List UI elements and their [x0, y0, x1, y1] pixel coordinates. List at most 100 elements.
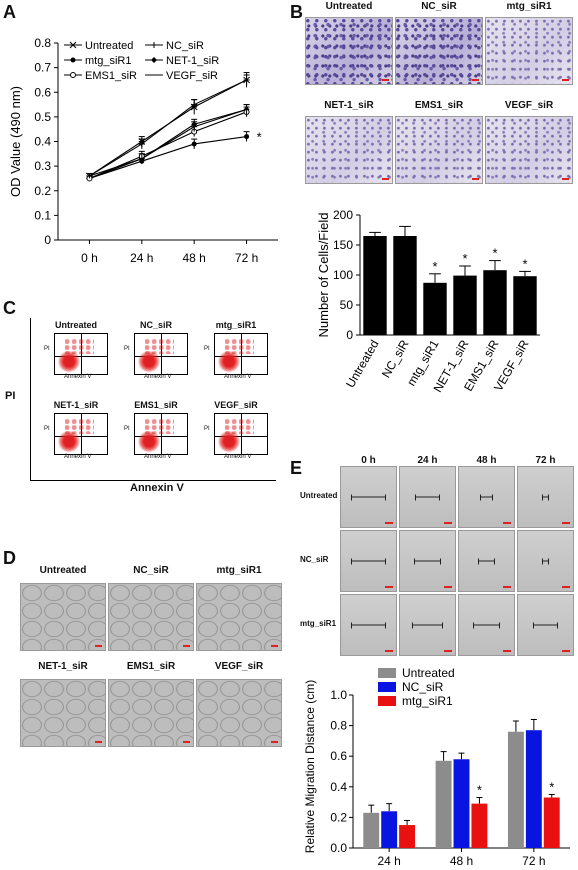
scatter-dots [65, 338, 94, 354]
scale-bar [562, 522, 570, 524]
scratch-image [458, 466, 515, 528]
micrograph-image [20, 679, 106, 747]
mini-y-label: PI [44, 346, 50, 352]
wound-gap-marker [414, 494, 441, 501]
data-point [138, 140, 145, 147]
data-point [141, 158, 143, 160]
scale-bar [271, 645, 278, 647]
significance-star: * [477, 783, 482, 798]
image-label: NC_siR [133, 565, 169, 576]
bar [363, 236, 387, 335]
panel-a-line-chart: 0 0.1 0.2 0.3 0.4 0.5 0.6 0.7 0.8 0 h 24 h 48 h 72 h… [8, 36, 278, 265]
bar [399, 825, 416, 848]
legend-label: NC_siR [402, 680, 444, 694]
legend-label: mtg_siR1 [85, 55, 131, 67]
scratch-image [340, 594, 397, 656]
data-point [244, 134, 250, 140]
plot-y-label: PI [5, 390, 16, 402]
flow-plot [54, 413, 108, 455]
mini-y-label: PI [124, 346, 130, 352]
micrograph-image [395, 116, 483, 184]
x-tick-label: Untreated [343, 338, 381, 391]
legend-swatch [378, 668, 396, 678]
scratch-image [517, 530, 574, 592]
series-vegf-sir [86, 104, 250, 179]
panel-c-flow-grid: PI Annexin V Untreated PI Annexin V NC_siR PI A… [0, 318, 290, 498]
x-tick-label: 24 h [130, 251, 153, 265]
bar [435, 760, 452, 848]
cell-cluster [58, 350, 80, 372]
y-tick-label: 0.8 [34, 36, 51, 50]
significance-star: * [492, 246, 497, 261]
panel-letter-c: C [3, 298, 16, 318]
y-tick-label: 0.0 [330, 841, 347, 855]
series-mtg-sir1 [86, 131, 250, 181]
image-label: EMS1_siR [414, 100, 464, 111]
significance-star: * [462, 251, 467, 266]
flow-plot [214, 333, 268, 375]
image-label: mtg_siR1 [216, 565, 262, 576]
x-tick-label: 48 h [183, 251, 206, 265]
flow-label: NC_siR [139, 320, 172, 330]
scale-bar [385, 522, 393, 524]
y-tick-label: 0.7 [34, 61, 51, 75]
time-label: 0 h [361, 455, 376, 466]
bar [453, 759, 470, 848]
wound-gap-marker [412, 622, 443, 629]
scratch-image [517, 466, 574, 528]
scale-bar [472, 178, 479, 180]
row-label: NC_siR [300, 555, 329, 564]
row-label: mtg_siR1 [300, 619, 337, 628]
scratch-image [399, 594, 456, 656]
row-label: Untreated [300, 491, 338, 500]
data-point [151, 42, 157, 48]
scale-bar [95, 645, 102, 647]
series-line [89, 136, 247, 179]
y-tick-label: 1.0 [330, 688, 347, 702]
x-tick-label: 24 h [377, 854, 400, 868]
quadrant-vline [241, 334, 242, 374]
scale-bar [385, 586, 393, 588]
data-point [69, 41, 77, 49]
mini-x-label: Annexin V [224, 374, 252, 380]
wound-gap-marker [414, 558, 441, 565]
y-tick-label: 0.8 [330, 719, 347, 733]
y-tick-label: 0.3 [34, 159, 51, 173]
mini-y-label: PI [44, 426, 50, 432]
series-line [89, 79, 247, 177]
bar [513, 276, 537, 335]
scale-bar [503, 586, 511, 588]
panel-letter-a: A [3, 2, 16, 22]
micrograph-image [485, 17, 573, 85]
y-tick-label: 0.5 [34, 110, 51, 124]
legend-label: NET-1_siR [166, 55, 219, 67]
panel-e-bar-chart: 0.0 0.2 0.4 0.6 0.8 1.0 Relative Migration Dis… [303, 666, 570, 868]
series-ems1-sir [86, 106, 250, 182]
mini-x-label: Annexin V [64, 374, 92, 380]
legend-label: Untreated [85, 40, 133, 52]
panel-letter-b: B [290, 2, 303, 22]
wound-gap-marker [541, 494, 550, 501]
flow-plot [134, 413, 188, 455]
panel-e-image-grid: 0 h 24 h 48 h 72 h Untreated NC_siR mtg_siR1 [300, 455, 578, 656]
x-tick-label: 72 h [235, 251, 258, 265]
scratch-image [399, 530, 456, 592]
legend-label: EMS1_siR [85, 70, 137, 82]
image-label: NET-1_siR [324, 100, 374, 111]
scale-bar [562, 79, 569, 81]
bar [363, 812, 380, 848]
plot-x-label: Annexin V [130, 482, 184, 494]
image-label: mtg_siR1 [506, 1, 552, 12]
mini-x-label: Annexin V [144, 454, 172, 460]
quadrant-vline [81, 414, 82, 454]
panel-b-image-grid: Untreated NC_siR mtg_siR1 NET-1_siR EMS1_siR… [305, 0, 575, 200]
scatter-dots [225, 418, 254, 434]
scatter-dots [65, 418, 94, 434]
x-tick-label: 72 h [522, 854, 545, 868]
micrograph-image [395, 17, 483, 85]
scale-bar [472, 79, 479, 81]
wound-gap-marker [351, 622, 386, 629]
wound-gap-marker [351, 558, 386, 565]
micrograph-image [20, 583, 106, 651]
